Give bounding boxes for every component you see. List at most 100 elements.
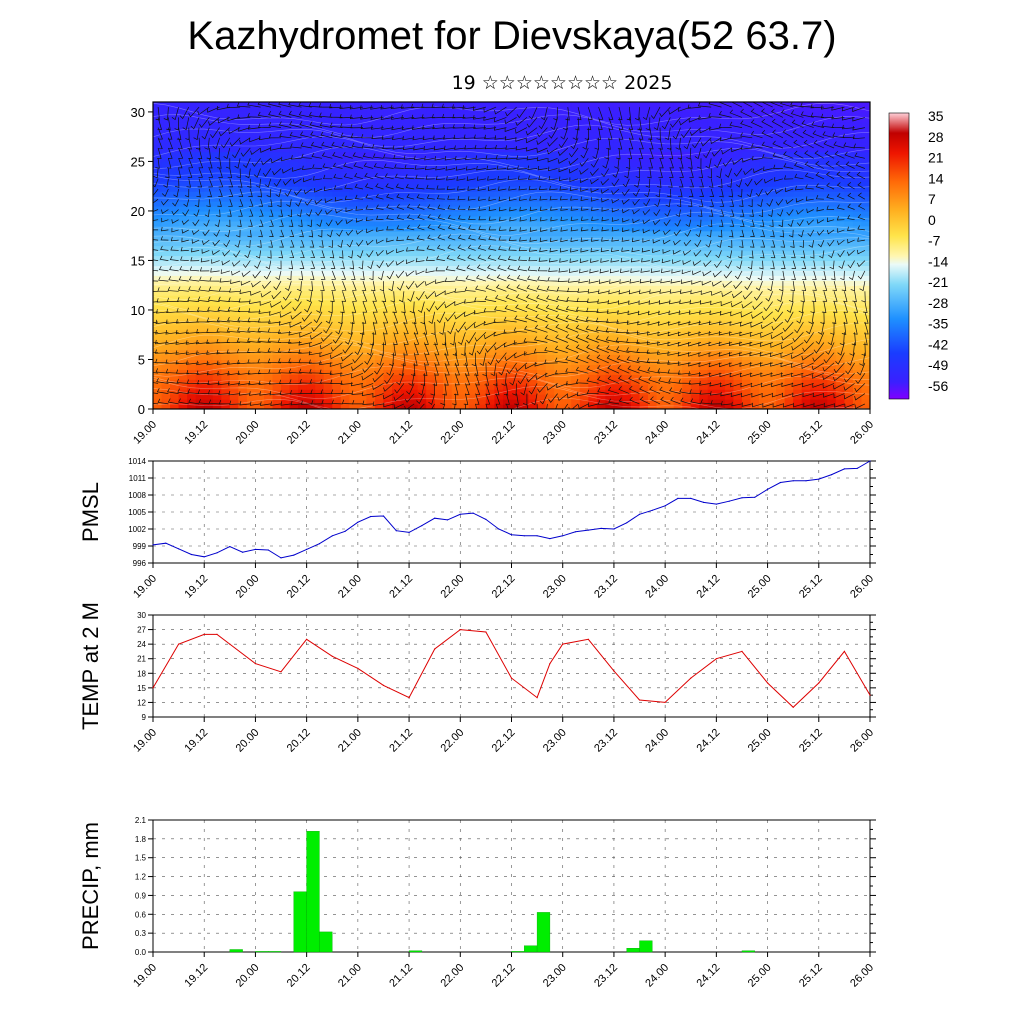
heatmap-cell xyxy=(716,151,726,158)
heatmap-cell xyxy=(605,384,615,390)
heatmap-cell xyxy=(588,171,598,177)
heatmap-cell xyxy=(289,300,299,306)
heatmap-cell xyxy=(366,126,376,133)
heatmap-cell xyxy=(665,215,675,222)
heatmap-cell xyxy=(545,141,555,148)
heatmap-cell xyxy=(434,136,444,143)
heatmap-cell xyxy=(417,270,427,276)
heatmap-cell xyxy=(212,295,222,301)
heatmap-cell xyxy=(673,151,683,158)
heatmap-cell xyxy=(409,384,419,390)
heatmap-cell xyxy=(315,319,325,326)
heatmap-cell xyxy=(443,404,453,409)
heatmap-cell xyxy=(801,309,811,316)
heatmap-cell xyxy=(690,349,700,356)
heatmap-cell xyxy=(613,379,624,385)
heatmap-cell xyxy=(323,329,333,336)
heatmap-cell xyxy=(648,102,658,108)
heatmap-cell xyxy=(810,136,820,143)
heatmap-cell xyxy=(537,235,547,242)
heatmap-cell xyxy=(212,255,222,262)
heatmap-cell xyxy=(571,171,581,177)
heatmap-cell xyxy=(366,275,376,281)
heatmap-cell xyxy=(153,260,163,266)
heatmap-cell xyxy=(579,166,589,172)
heatmap-cell xyxy=(656,191,666,197)
heatmap-cell xyxy=(400,295,410,301)
heatmap-cell xyxy=(733,201,743,207)
heatmap-cell xyxy=(511,141,521,148)
heatmap-cell xyxy=(426,151,436,158)
heatmap-cell xyxy=(374,151,385,158)
heatmap-cell xyxy=(340,250,350,257)
heatmap-cell xyxy=(520,275,530,281)
heatmap-cell xyxy=(733,191,743,197)
heatmap-cell xyxy=(366,136,376,143)
heatmap-cell xyxy=(485,102,496,108)
heatmap-cell xyxy=(281,300,291,306)
heatmap-cell xyxy=(511,196,521,202)
heatmap-cell xyxy=(776,295,786,301)
heatmap-cell xyxy=(622,344,632,351)
heatmap-cell xyxy=(741,339,752,346)
heatmap-cell xyxy=(682,205,692,212)
heatmap-cell xyxy=(562,389,572,395)
heatmap-cell xyxy=(392,280,402,286)
heatmap-cell xyxy=(776,324,786,331)
heatmap-cell xyxy=(579,364,589,370)
heatmap-cell xyxy=(153,275,163,281)
heatmap-cell xyxy=(520,404,530,409)
heatmap-cell xyxy=(443,225,453,232)
heatmap-cell xyxy=(741,265,752,271)
heatmap-cell xyxy=(793,270,803,276)
heatmap-cell xyxy=(801,171,811,177)
heatmap-cell xyxy=(494,106,504,113)
heatmap-cell xyxy=(741,106,752,113)
heatmap-cell xyxy=(571,324,581,331)
heatmap-cell xyxy=(187,215,197,222)
heatmap-cell xyxy=(289,146,299,153)
heatmap-cell xyxy=(724,260,735,266)
heatmap-cell xyxy=(622,235,632,242)
heatmap-cell xyxy=(690,324,700,331)
heatmap-cell xyxy=(468,191,478,197)
heatmap-cell xyxy=(460,369,470,375)
heatmap-cell xyxy=(605,111,615,118)
heatmap-cell xyxy=(349,230,359,237)
heatmap-cell xyxy=(588,141,598,148)
heatmap-cell xyxy=(434,260,444,266)
heatmap-cell xyxy=(562,161,572,167)
heatmap-cell xyxy=(733,260,743,266)
heatmap-cell xyxy=(596,161,606,167)
heatmap-cell xyxy=(571,121,581,128)
heatmap-cell xyxy=(613,205,624,212)
heatmap-cell xyxy=(810,171,820,177)
heatmap-cell xyxy=(170,141,180,148)
heatmap-cell xyxy=(648,404,658,409)
heatmap-cell xyxy=(545,230,555,237)
heatmap-cell xyxy=(793,359,803,366)
heatmap-cell xyxy=(221,354,231,361)
heatmap-cell xyxy=(801,324,811,331)
heatmap-cell xyxy=(588,319,598,326)
heatmap-cell xyxy=(400,354,410,361)
heatmap-cell xyxy=(477,141,487,148)
heatmap-cell xyxy=(656,240,666,247)
heatmap-cell xyxy=(784,126,794,133)
heatmap-cell xyxy=(767,201,777,207)
heatmap-cell xyxy=(759,146,769,153)
heatmap-cell xyxy=(246,225,257,232)
heatmap-cell xyxy=(545,181,555,187)
heatmap-cell xyxy=(246,265,257,271)
heatmap-cell xyxy=(178,131,188,138)
heatmap-cell xyxy=(272,230,282,237)
heatmap-cell xyxy=(639,324,649,331)
heatmap-cell xyxy=(733,121,743,128)
heatmap-cell xyxy=(451,394,461,400)
heatmap-cell xyxy=(272,151,282,158)
heatmap-cell xyxy=(263,121,274,128)
heatmap-cell xyxy=(443,270,453,276)
heatmap-cell xyxy=(161,181,171,187)
heatmap-cell xyxy=(161,176,171,182)
heatmap-cell xyxy=(827,255,837,262)
